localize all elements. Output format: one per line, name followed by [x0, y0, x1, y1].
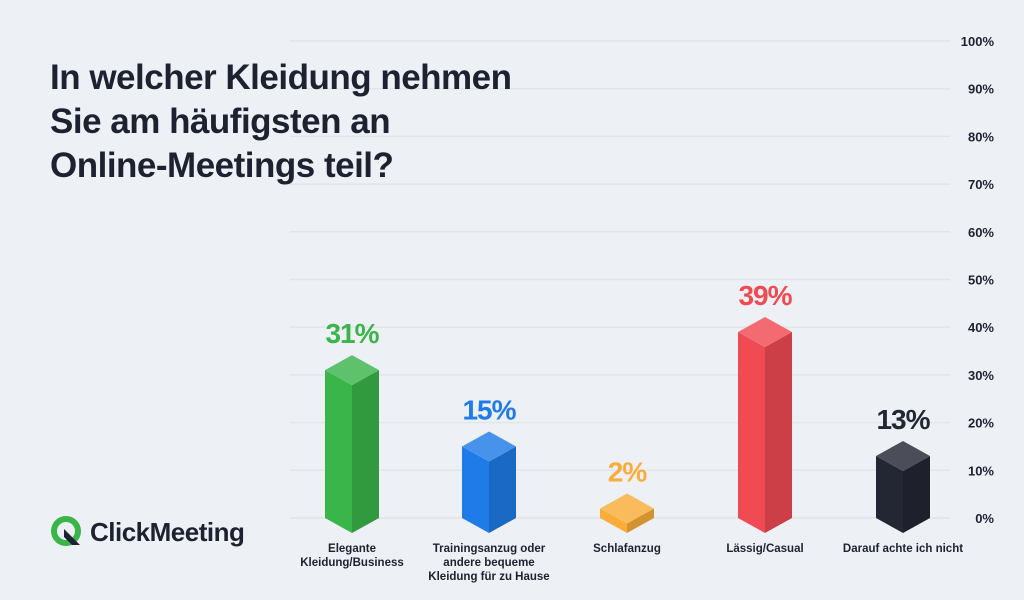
- y-tick-label: 10%: [968, 463, 994, 478]
- bar-left-face: [600, 508, 627, 533]
- y-tick-label: 30%: [968, 368, 994, 383]
- category-label-laessig: Lässig/Casual: [726, 543, 804, 555]
- y-tick-label: 90%: [968, 82, 994, 97]
- bar-right-face: [765, 331, 792, 533]
- y-tick-label: 80%: [968, 129, 994, 144]
- bar: [876, 440, 930, 533]
- bar-left-face: [462, 446, 489, 533]
- chart-title: In welcher Kleidung nehmen Sie am häufig…: [50, 56, 610, 188]
- bar-left-face: [325, 370, 352, 533]
- y-tick-label: 70%: [968, 177, 994, 192]
- category-label-elegante: Elegante Kleidung/Business: [300, 543, 404, 569]
- clickmeeting-q-logo-icon: [51, 516, 81, 546]
- bar: [600, 493, 654, 533]
- y-tick-label: 0%: [975, 511, 994, 526]
- value-label: 2%: [608, 456, 648, 487]
- bar-left-face: [738, 331, 765, 533]
- y-tick-label: 60%: [968, 225, 994, 240]
- y-tick-label: 20%: [968, 416, 994, 431]
- bar-right-face: [352, 370, 379, 533]
- bar-top-face: [738, 316, 792, 347]
- value-label: 39%: [738, 280, 792, 311]
- chart-title-line-1: In welcher Kleidung nehmen: [50, 58, 512, 97]
- bar-right-face: [627, 508, 654, 533]
- gridlines: [290, 40, 950, 519]
- logo-text: ClickMeeting: [90, 516, 245, 547]
- y-tick-label: 40%: [968, 320, 994, 335]
- category-label-trainingsanzug: Trainingsanzug oder andere bequeme Kleid…: [428, 543, 550, 583]
- bar-top-face: [876, 440, 930, 471]
- bar-top-face: [600, 493, 654, 524]
- value-label: 31%: [325, 318, 379, 349]
- bar-top-face: [325, 355, 379, 386]
- value-label: 15%: [462, 394, 516, 425]
- value-labels: 31% 15% 2% 39% 13%: [325, 280, 931, 487]
- bar: [462, 431, 516, 533]
- category-label-darauf-achte-ich-nicht: Darauf achte ich nicht: [842, 543, 964, 555]
- clickmeeting-logo: ClickMeeting: [50, 514, 245, 550]
- y-axis-ticks: 0% 10% 20% 30% 40% 50% 60% 70% 80% 90% 100%: [961, 34, 995, 526]
- bar-right-face: [489, 446, 516, 533]
- y-tick-label: 50%: [968, 273, 994, 288]
- y-tick-label: 100%: [961, 34, 995, 49]
- bar-top-face: [462, 431, 516, 462]
- bar-left-face: [876, 455, 903, 533]
- bar: [325, 355, 379, 533]
- bar-right-face: [903, 455, 930, 533]
- bar: [738, 316, 792, 533]
- bars: [325, 316, 930, 533]
- chart-title-line-2: Sie am häufigsten an: [50, 102, 391, 141]
- value-label: 13%: [876, 404, 930, 435]
- chart-title-line-3: Online-Meetings teil?: [50, 146, 394, 185]
- category-label-schlafanzug: Schlafanzug: [593, 543, 661, 555]
